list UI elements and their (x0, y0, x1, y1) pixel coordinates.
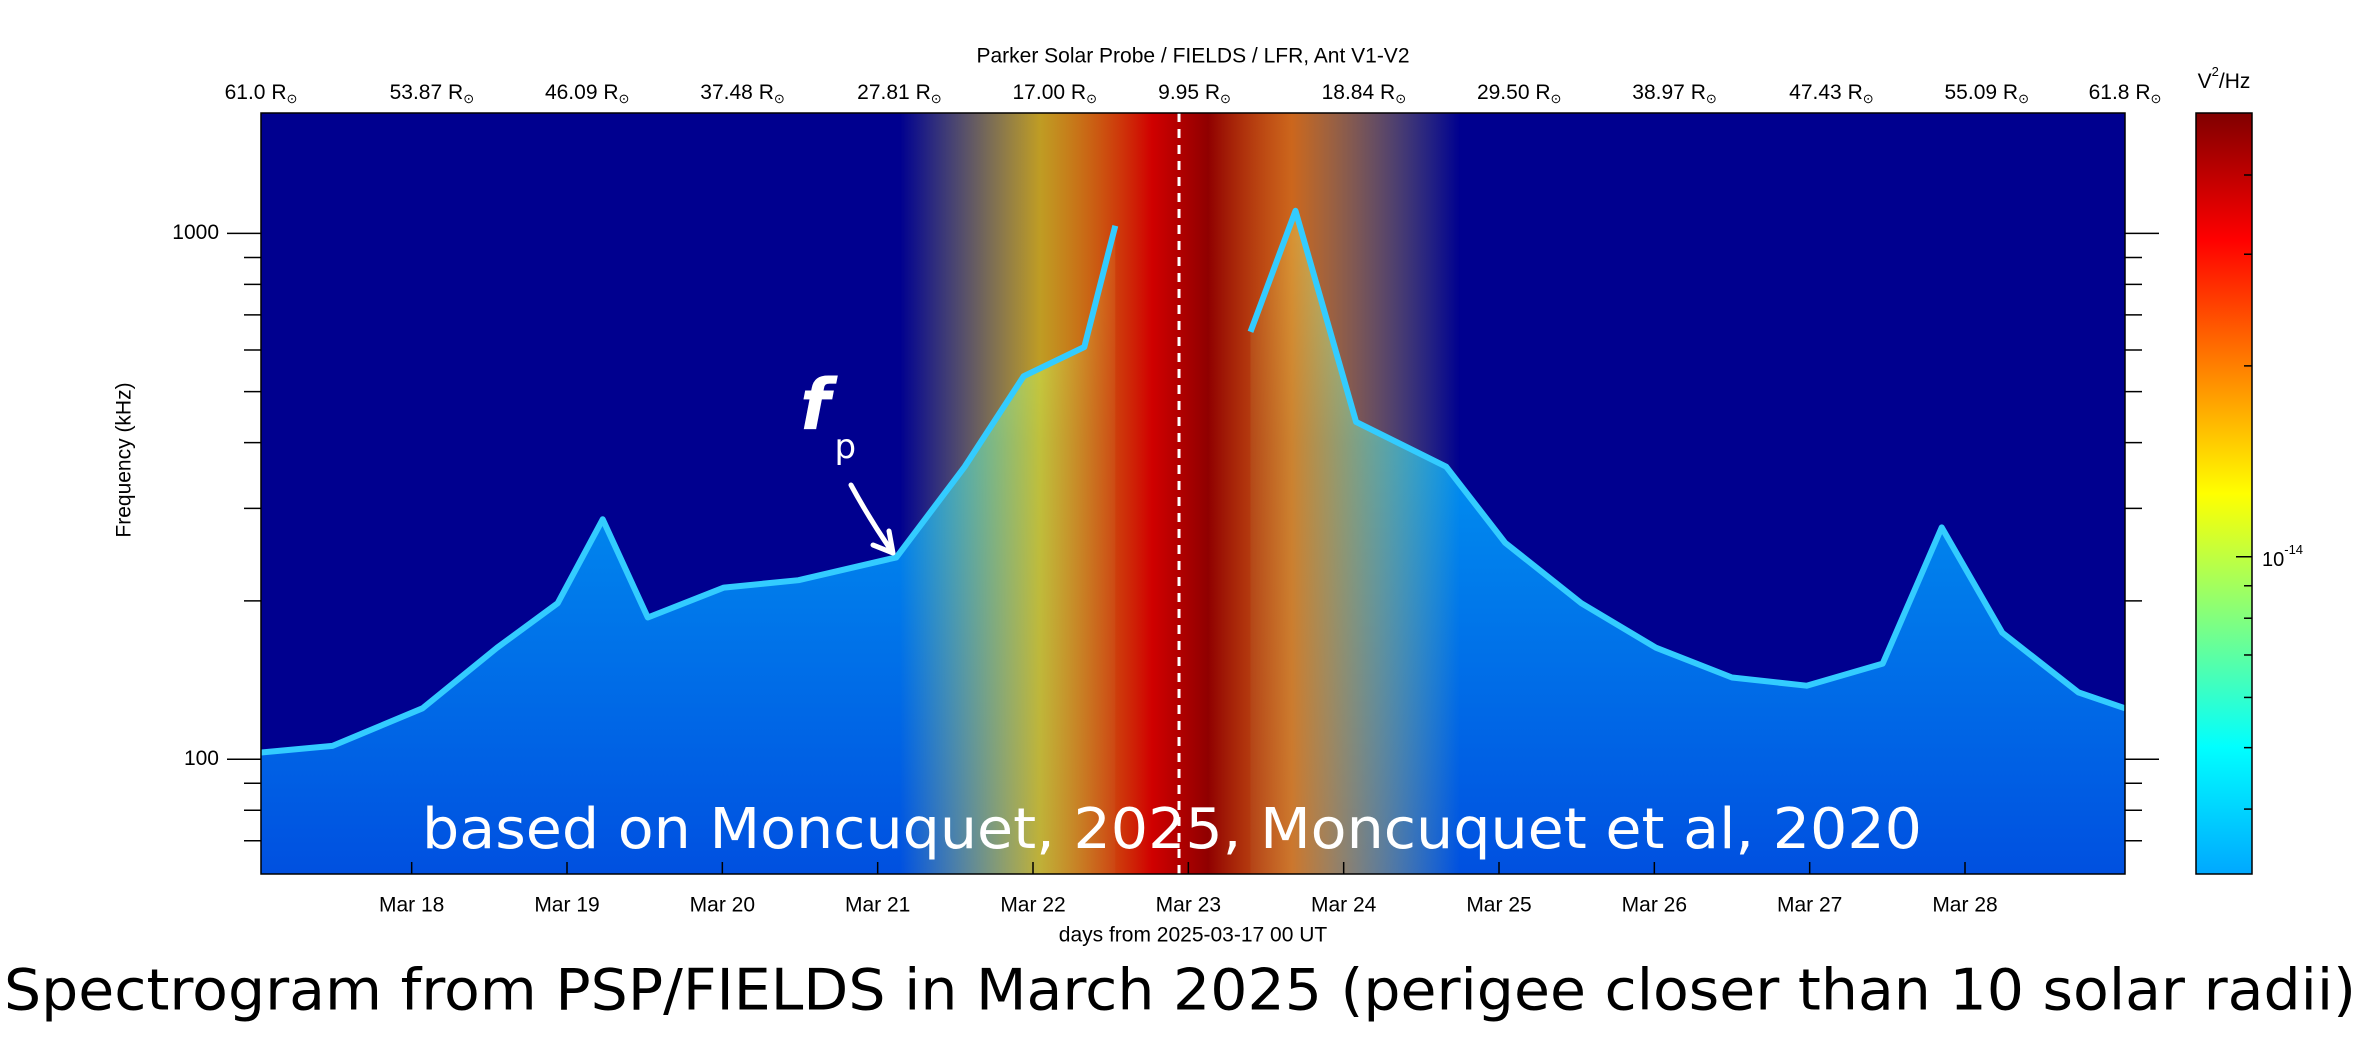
top-tick-unit: R (1380, 81, 1395, 104)
annotation-subscript: p (834, 427, 856, 467)
x-tick-label: Mar 22 (1000, 894, 1065, 917)
top-tick-unit: R (1535, 81, 1550, 104)
top-tick-unit-subscript: ⊙ (2150, 91, 2161, 106)
top-tick-unit: R (271, 81, 286, 104)
top-tick-unit-subscript: ⊙ (1086, 91, 1097, 106)
perigee-emission (900, 113, 1460, 874)
x-tick-label: Mar 26 (1622, 894, 1687, 917)
top-tick-value: 55.09 (1945, 81, 1998, 104)
top-tick-unit: R (2135, 81, 2150, 104)
top-tick-label: 29.50 R⊙ (1477, 81, 1561, 107)
colorbar-tick-exponent: -14 (2284, 542, 2303, 557)
top-tick-unit-subscript: ⊙ (2018, 91, 2029, 106)
top-tick-label: 37.48 R⊙ (700, 81, 784, 107)
x-tick-label: Mar 28 (1932, 894, 1997, 917)
x-tick-label: Mar 27 (1777, 894, 1842, 917)
top-tick-value: 47.43 (1789, 81, 1842, 104)
top-tick-unit: R (916, 81, 931, 104)
x-tick-label: Mar 23 (1156, 894, 1221, 917)
overlay-text: based on Moncuquet, 2025, Moncuquet et a… (422, 797, 1922, 862)
chart-title: Parker Solar Probe / FIELDS / LFR, Ant V… (976, 45, 1409, 68)
caption: Spectrogram from PSP/FIELDS in March 202… (4, 958, 2356, 1024)
top-tick-value: 37.48 (700, 81, 753, 104)
x-tick-label: Mar 18 (379, 894, 444, 917)
plot-frame (260, 112, 2126, 875)
top-tick-value: 53.87 (390, 81, 443, 104)
top-tick-value: 17.00 (1013, 81, 1066, 104)
top-tick-label: 38.97 R⊙ (1632, 81, 1716, 107)
x-tick-label: Mar 19 (534, 894, 599, 917)
top-tick-label: 9.95 R⊙ (1158, 81, 1231, 107)
top-tick-unit-subscript: ⊙ (619, 91, 630, 106)
top-tick-unit: R (1205, 81, 1220, 104)
x-tick-label: Mar 25 (1466, 894, 1531, 917)
top-tick-unit: R (759, 81, 774, 104)
top-tick-unit: R (603, 81, 618, 104)
colorbar-label-sup: 2 (2212, 64, 2219, 79)
fp-line (261, 207, 2125, 756)
top-tick-label: 61.8 R⊙ (2089, 81, 2162, 107)
top-tick-unit-subscript: ⊙ (931, 91, 942, 106)
y-tick-label: 1000 (172, 221, 219, 244)
top-tick-unit-subscript: ⊙ (286, 91, 297, 106)
top-tick-unit: R (448, 81, 463, 104)
top-tick-unit-subscript: ⊙ (1551, 91, 1562, 106)
annotation-arrow (848, 482, 896, 556)
top-tick-unit-subscript: ⊙ (774, 91, 785, 106)
top-tick-value: 18.84 (1322, 81, 1375, 104)
x-tick-label: Mar 24 (1311, 894, 1377, 917)
colorbar-tick-base: 10 (2262, 549, 2284, 571)
top-tick-value: 61.8 (2089, 81, 2130, 104)
top-tick-label: 46.09 R⊙ (545, 81, 629, 107)
colorbar-label: V2/Hz (2198, 64, 2251, 92)
top-tick-unit-subscript: ⊙ (463, 91, 474, 106)
top-tick-unit-subscript: ⊙ (1395, 91, 1406, 106)
top-tick-unit: R (1691, 81, 1706, 104)
top-tick-label: 17.00 R⊙ (1013, 81, 1097, 107)
y-tick-label: 100 (184, 747, 219, 770)
colorbar-label-main: V (2198, 70, 2212, 93)
top-tick-value: 9.95 (1158, 81, 1199, 104)
y-axis-label: Frequency (kHz) (113, 382, 136, 537)
top-tick-value: 61.0 (225, 81, 266, 104)
x-tick-label: Mar 20 (690, 894, 755, 917)
plot-area (261, 113, 2125, 874)
colorbar (2195, 112, 2253, 875)
top-tick-unit-subscript: ⊙ (1220, 91, 1231, 106)
top-tick-value: 38.97 (1632, 81, 1685, 104)
top-tick-label: 27.81 R⊙ (857, 81, 941, 107)
x-axis-label: days from 2025-03-17 00 UT (1059, 924, 1328, 947)
x-tick-label: Mar 21 (845, 894, 910, 917)
colorbar-tick-label: 10-14 (2262, 542, 2303, 571)
top-tick-label: 53.87 R⊙ (390, 81, 474, 107)
top-tick-unit-subscript: ⊙ (1863, 91, 1874, 106)
top-tick-unit: R (2003, 81, 2018, 104)
colorbar-label-rest: /Hz (2219, 70, 2251, 93)
top-tick-value: 46.09 (545, 81, 598, 104)
top-tick-label: 18.84 R⊙ (1322, 81, 1406, 107)
top-tick-label: 47.43 R⊙ (1789, 81, 1873, 107)
top-tick-unit: R (1071, 81, 1086, 104)
top-tick-value: 27.81 (857, 81, 910, 104)
fp-area (261, 210, 2125, 874)
top-tick-label: 55.09 R⊙ (1945, 81, 2029, 107)
top-tick-label: 61.0 R⊙ (225, 81, 298, 107)
top-tick-unit: R (1848, 81, 1863, 104)
top-tick-unit-subscript: ⊙ (1706, 91, 1717, 106)
top-tick-value: 29.50 (1477, 81, 1530, 104)
